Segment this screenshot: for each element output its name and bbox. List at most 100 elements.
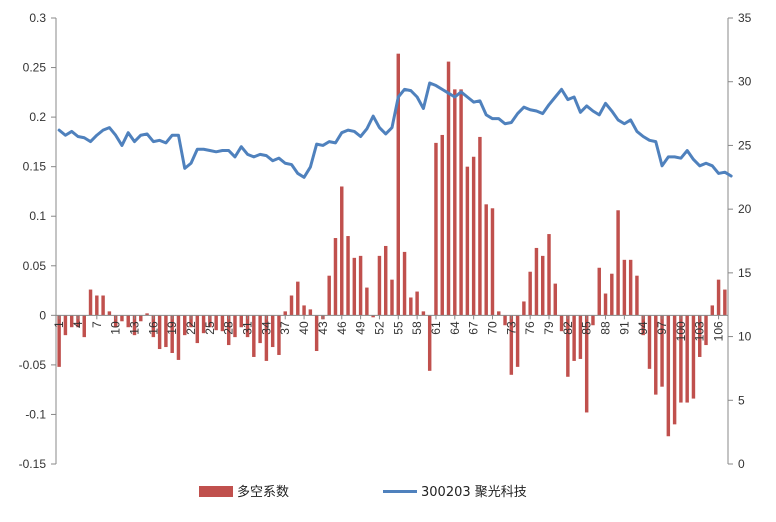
- bar-85: [584, 315, 589, 413]
- x-tick-label: 67: [467, 321, 481, 335]
- bar-104: [704, 315, 708, 346]
- bar-59: [421, 311, 426, 316]
- bar-12: [126, 315, 130, 328]
- bar-77: [534, 247, 539, 316]
- bar-83: [572, 315, 576, 361]
- x-tick-label: 46: [335, 321, 349, 335]
- bar-7: [95, 295, 99, 316]
- bar-100: [679, 315, 683, 403]
- bar-46: [340, 186, 344, 316]
- x-tick-label: 34: [259, 321, 273, 335]
- bar-14: [139, 315, 143, 322]
- left-tick-label: 0.05: [23, 259, 47, 273]
- bar-106: [716, 279, 721, 316]
- bar-15: [145, 313, 149, 316]
- right-tick-label: 25: [738, 138, 752, 152]
- bar-25: [208, 315, 212, 328]
- bar-22: [189, 315, 193, 328]
- right-tick-label: 10: [738, 330, 752, 344]
- bar-71: [497, 311, 501, 316]
- right-tick-label: 35: [738, 11, 752, 25]
- x-tick-label: 49: [354, 321, 368, 335]
- legend-label-300203: 300203 聚光科技: [421, 485, 527, 500]
- bar-39: [296, 281, 300, 316]
- x-tick-label: 64: [448, 321, 462, 335]
- bar-41: [308, 309, 313, 316]
- left-tick-label: 0: [39, 308, 46, 322]
- bar-72: [503, 315, 507, 326]
- bar-27: [220, 315, 225, 332]
- bar-107: [723, 289, 727, 316]
- left-tick-label: 0.2: [29, 110, 46, 124]
- bar-55: [396, 53, 400, 316]
- bar-4: [76, 315, 80, 328]
- x-tick-label: 19: [165, 321, 179, 335]
- bar-78: [541, 255, 545, 316]
- x-tick-label: 40: [297, 321, 311, 335]
- bar-105: [710, 305, 715, 316]
- bar-84: [578, 315, 583, 359]
- bar-48: [352, 257, 357, 316]
- bar-80: [553, 283, 558, 316]
- bar-49: [358, 255, 363, 316]
- bar-90: [616, 210, 620, 316]
- bar-69: [484, 204, 488, 316]
- bar-3: [69, 315, 74, 328]
- line-series-300203: [57, 81, 733, 179]
- bar-101: [685, 315, 689, 403]
- left-tick-label: 0.1: [29, 209, 46, 223]
- price-line: [57, 81, 733, 179]
- bar-17: [157, 315, 162, 350]
- bar-19: [170, 315, 174, 353]
- right-tick-label: 15: [738, 266, 752, 280]
- x-tick-label: 55: [391, 321, 405, 335]
- bar-34: [264, 315, 269, 361]
- bar-93: [635, 275, 639, 316]
- bar-89: [610, 273, 614, 316]
- x-tick-label: 28: [222, 321, 236, 335]
- left-tick-label: -0.1: [25, 407, 46, 421]
- bar-28: [226, 315, 231, 346]
- bar-23: [195, 315, 200, 344]
- bar-102: [691, 315, 696, 399]
- bar-61: [434, 142, 438, 316]
- bar-47: [346, 236, 350, 316]
- bar-82: [566, 315, 570, 377]
- bar-74: [515, 315, 520, 367]
- bar-70: [490, 208, 495, 316]
- bar-67: [471, 156, 476, 316]
- bar-24: [201, 315, 206, 334]
- bar-36: [277, 315, 281, 355]
- x-tick-label: 1: [52, 321, 66, 328]
- bar-35: [270, 315, 275, 348]
- bar-16: [151, 315, 156, 338]
- x-tick-label: 73: [504, 321, 518, 335]
- bar-21: [183, 315, 187, 336]
- x-tick-label: 70: [485, 321, 499, 335]
- bar-5: [82, 315, 86, 338]
- x-tick-label: 82: [561, 321, 575, 335]
- bar-32: [252, 315, 256, 357]
- bar-79: [547, 234, 551, 316]
- bar-26: [214, 315, 218, 331]
- right-tick-label: 30: [738, 75, 752, 89]
- bar-33: [258, 315, 262, 344]
- axes: -0.15 -0.1 -0.05 0 0.05 0.1 0.15 0.2 0.25 0.3 0 5 10…: [19, 11, 752, 471]
- x-tick-label: 94: [636, 321, 650, 335]
- legend: 多空系数 300203 聚光科技: [199, 484, 527, 500]
- bar-98: [666, 315, 671, 437]
- bar-11: [120, 315, 124, 322]
- legend-label-duokong: 多空系数: [237, 484, 289, 500]
- bar-40: [302, 305, 306, 316]
- bar-88: [603, 293, 608, 316]
- bar-8: [101, 295, 105, 316]
- x-tick-label: 25: [203, 321, 217, 335]
- bar-97: [660, 315, 664, 387]
- x-tick-label: 7: [90, 321, 104, 328]
- bar-38: [289, 295, 294, 316]
- bar-81: [559, 315, 564, 332]
- bar-20: [176, 315, 181, 360]
- bar-56: [402, 251, 407, 316]
- x-tick-label: 88: [599, 321, 613, 335]
